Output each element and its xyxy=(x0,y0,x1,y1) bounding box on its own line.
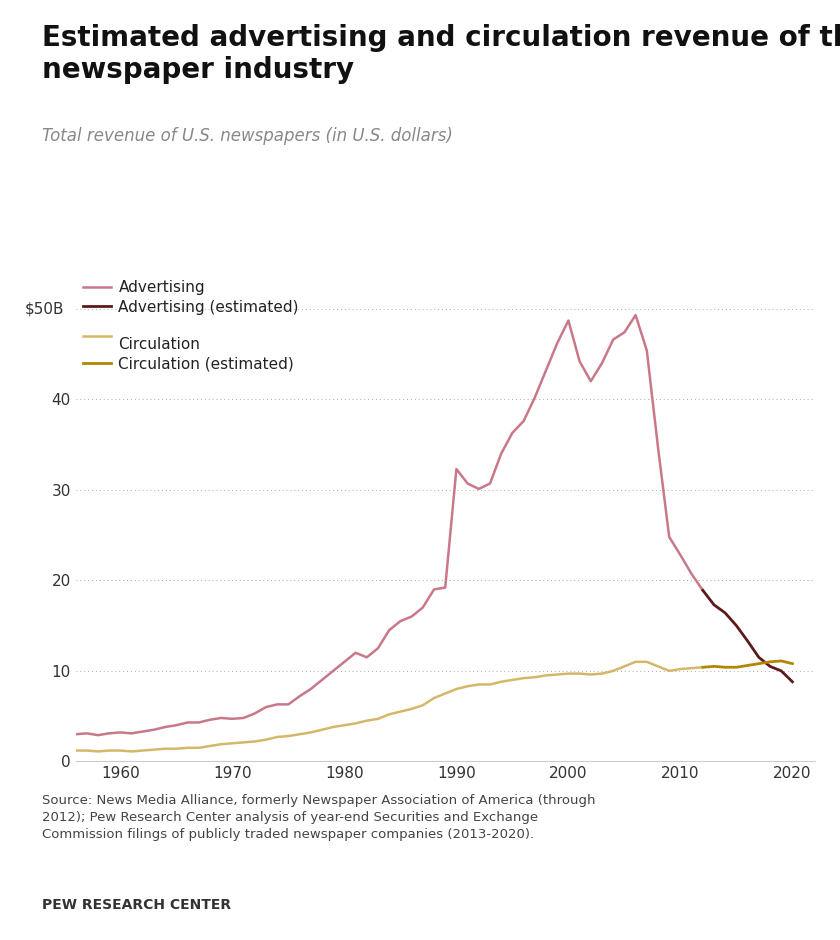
Text: Source: News Media Alliance, formerly Newspaper Association of America (through
: Source: News Media Alliance, formerly Ne… xyxy=(42,794,596,841)
Legend: Advertising, Advertising (estimated), 
Circulation, Circulation (estimated): Advertising, Advertising (estimated), Ci… xyxy=(83,280,299,371)
Text: $50B: $50B xyxy=(25,302,65,316)
Text: Estimated advertising and circulation revenue of the
newspaper industry: Estimated advertising and circulation re… xyxy=(42,24,840,84)
Text: Total revenue of U.S. newspapers (in U.S. dollars): Total revenue of U.S. newspapers (in U.S… xyxy=(42,127,453,145)
Text: PEW RESEARCH CENTER: PEW RESEARCH CENTER xyxy=(42,898,231,912)
